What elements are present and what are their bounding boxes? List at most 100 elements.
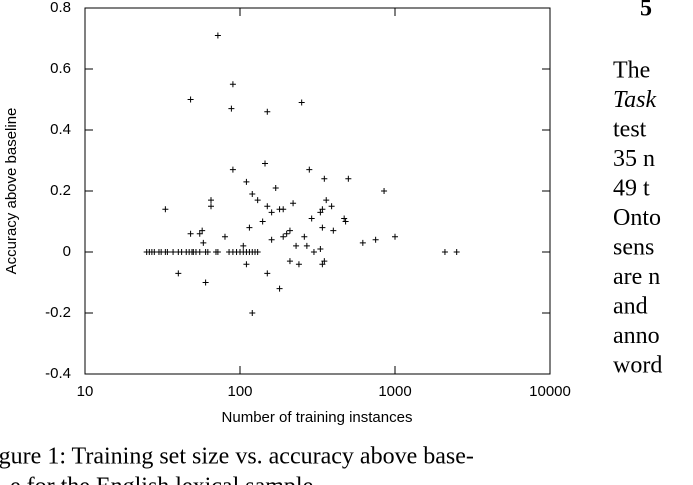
point <box>175 270 182 277</box>
body-text-line: 49 t <box>613 176 650 202</box>
point <box>200 239 207 246</box>
y-axis-label: Accuracy above baseline <box>3 108 20 275</box>
point <box>196 249 203 255</box>
point <box>202 279 209 286</box>
point <box>359 239 366 246</box>
point <box>170 249 177 255</box>
point <box>319 224 326 231</box>
point <box>264 203 271 210</box>
point <box>321 175 328 182</box>
point <box>280 233 287 240</box>
point <box>164 249 171 255</box>
point <box>319 206 326 213</box>
point <box>295 261 302 268</box>
point <box>341 215 348 222</box>
point <box>199 227 206 234</box>
body-text-line: word <box>613 353 662 379</box>
point <box>298 99 305 106</box>
point <box>276 285 283 292</box>
point <box>276 206 283 213</box>
point <box>262 160 269 167</box>
point <box>301 233 308 240</box>
point <box>229 166 236 173</box>
x-tick-label: 100 <box>227 383 252 400</box>
y-tick-label: 0.4 <box>50 121 71 138</box>
point <box>293 242 300 249</box>
point <box>342 218 349 225</box>
point <box>249 310 256 316</box>
point <box>259 218 266 225</box>
y-tick-label: 0.8 <box>50 0 71 16</box>
point <box>372 236 379 243</box>
point <box>243 178 250 185</box>
body-text-line: are n <box>613 264 660 290</box>
point <box>310 249 317 255</box>
caption-line: e for the English lexical sample <box>10 474 313 485</box>
point <box>228 105 235 112</box>
point <box>208 203 215 210</box>
point <box>264 108 271 115</box>
point <box>272 184 279 191</box>
point <box>319 261 326 268</box>
point <box>286 227 293 234</box>
point <box>306 166 313 173</box>
point <box>221 233 228 240</box>
point <box>240 242 247 249</box>
point <box>187 230 194 237</box>
body-text-line: and <box>613 294 648 320</box>
point <box>321 258 328 265</box>
body-text-line: Task <box>613 87 656 113</box>
point <box>323 197 330 204</box>
point <box>249 191 256 198</box>
body-text-line: 35 n <box>613 146 655 172</box>
point <box>317 209 324 216</box>
point <box>229 81 236 88</box>
point <box>196 230 203 237</box>
point <box>214 249 221 255</box>
point <box>204 249 211 255</box>
point <box>381 188 388 194</box>
section-number: 5 <box>640 0 652 22</box>
point <box>254 249 261 255</box>
point <box>264 270 271 277</box>
y-tick-label: 0.2 <box>50 182 71 199</box>
body-text-line: anno <box>613 323 660 349</box>
point <box>268 209 275 216</box>
x-tick-label: 10 <box>77 383 94 400</box>
point <box>392 233 398 240</box>
point <box>187 96 194 103</box>
y-tick-label: -0.2 <box>45 304 71 321</box>
point <box>453 249 460 255</box>
point <box>208 197 215 204</box>
x-tick-label: 10000 <box>529 383 571 400</box>
caption-line: igure 1: Training set size vs. accuracy … <box>0 444 474 470</box>
body-text-line: sens <box>613 235 654 261</box>
point <box>441 249 448 255</box>
body-text-line: test <box>613 117 647 143</box>
point <box>308 215 315 222</box>
point <box>283 230 290 237</box>
point <box>268 236 275 243</box>
point <box>254 197 261 204</box>
point <box>290 200 297 207</box>
plot-frame <box>84 7 551 375</box>
point <box>317 245 324 252</box>
point <box>303 242 310 249</box>
y-tick-label: 0.6 <box>50 60 71 77</box>
point <box>328 203 335 210</box>
x-tick-label: 1000 <box>378 383 411 400</box>
point <box>246 224 253 231</box>
point <box>286 258 293 265</box>
point <box>243 261 250 268</box>
point <box>345 175 352 182</box>
body-text-line: Onto <box>613 205 661 231</box>
y-tick-label: -0.4 <box>45 365 71 382</box>
x-axis-label: Number of training instances <box>222 409 413 426</box>
point <box>162 206 169 213</box>
y-tick-label: 0 <box>63 243 71 260</box>
body-text-line: The <box>613 58 650 84</box>
point <box>214 32 221 39</box>
point <box>330 227 337 234</box>
